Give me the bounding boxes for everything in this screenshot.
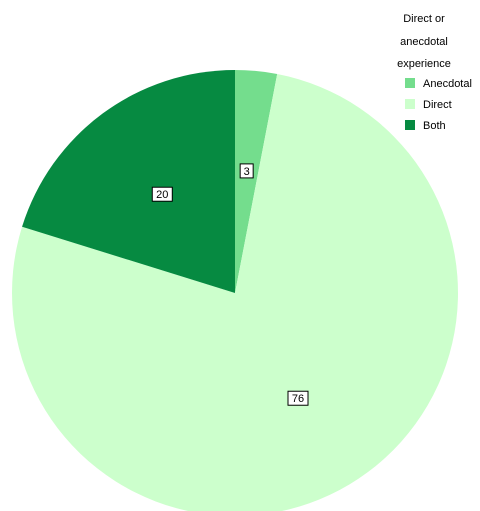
legend-items: Anecdotal Direct Both (405, 78, 472, 132)
data-label-direct: 76 (287, 390, 309, 406)
legend-swatch-direct (405, 99, 415, 109)
data-label-box (287, 390, 309, 406)
legend-swatch-both (405, 120, 415, 130)
legend-label-direct: Direct (423, 99, 452, 111)
legend-label-anecdotal: Anecdotal (423, 78, 472, 90)
legend-swatch-anecdotal (405, 78, 415, 88)
data-label-text: 20 (156, 189, 168, 201)
pie-slices (12, 70, 458, 511)
data-label-anecdotal: 3 (239, 163, 254, 179)
legend-title-line-2: anecdotal (400, 36, 448, 48)
legend: Direct or anecdotal experience Anecdotal… (397, 13, 472, 132)
legend-title-line-3: experience (397, 58, 451, 70)
legend-title-line-1: Direct or (403, 13, 445, 25)
pie-slice-anecdotal (235, 70, 278, 293)
data-label-text: 76 (292, 393, 304, 405)
pie-slice-direct (12, 74, 458, 511)
legend-label-both: Both (423, 120, 446, 132)
data-label-text: 3 (244, 166, 250, 178)
data-label-both: 20 (151, 186, 173, 202)
data-label-box (151, 186, 173, 202)
pie-slice-both (22, 70, 236, 293)
pie-data-labels: 3 76 20 (151, 163, 309, 406)
data-label-box (239, 163, 254, 179)
